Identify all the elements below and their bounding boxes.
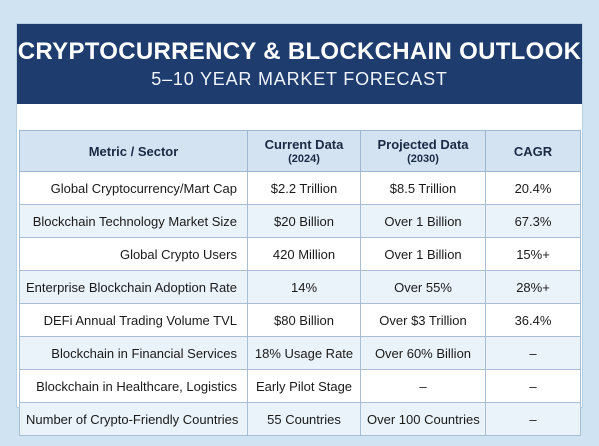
column-header-cagr: CAGR [485,130,581,172]
cagr-cell: 28%+ [485,270,581,304]
projected-cell: Over 1 Billion [360,237,486,271]
metric-cell: Enterprise Blockchain Adoption Rate [19,270,248,304]
projected-cell: $8.5 Trillion [360,171,486,205]
projected-cell: – [360,369,486,403]
metric-cell: Global Crypto Users [19,237,248,271]
column-header-label: Current Data [264,137,344,152]
column-header-year: (2030) [407,153,439,165]
cagr-cell: 20.4% [485,171,581,205]
current-cell: 55 Countries [247,402,361,436]
header-banner: CRYPTOCURRENCY & BLOCKCHAIN OUTLOOK 5–10… [17,24,582,104]
cagr-cell: – [485,336,581,370]
cagr-cell: 36.4% [485,303,581,337]
cagr-cell: – [485,402,581,436]
table-row: Global Cryptocurrency/Mart Cap $2.2 Tril… [19,171,581,205]
current-cell: $80 Billion [247,303,361,337]
metric-cell: Blockchain in Financial Services [19,336,248,370]
column-header-year: (2024) [288,153,320,165]
projected-cell: Over 55% [360,270,486,304]
projected-cell: Over $3 Trillion [360,303,486,337]
cagr-cell: – [485,369,581,403]
current-cell: 18% Usage Rate [247,336,361,370]
header-row: Metric / Sector Current Data (2024) Proj… [19,130,581,172]
table-row: Enterprise Blockchain Adoption Rate 14% … [19,270,581,304]
metric-cell: Number of Crypto-Friendly Countries [19,402,248,436]
forecast-card: CRYPTOCURRENCY & BLOCKCHAIN OUTLOOK 5–10… [17,24,582,436]
current-cell: 14% [247,270,361,304]
table-header: Metric / Sector Current Data (2024) Proj… [19,130,581,172]
column-header-label: CAGR [513,143,553,159]
column-header-projected: Projected Data (2030) [360,130,486,172]
column-header-metric: Metric / Sector [19,130,248,172]
current-cell: $2.2 Trillion [247,171,361,205]
current-cell: 420 Million [247,237,361,271]
projected-cell: Over 100 Countries [360,402,486,436]
current-cell: $20 Billion [247,204,361,238]
forecast-table: Metric / Sector Current Data (2024) Proj… [19,130,581,436]
column-header-label: Projected Data [377,137,469,152]
column-header-current: Current Data (2024) [247,130,361,172]
column-header-label: Metric / Sector [88,143,179,159]
table-row: DEFi Annual Trading Volume TVL $80 Billi… [19,303,581,337]
table-row: Blockchain in Financial Services 18% Usa… [19,336,581,370]
metric-cell: Blockchain Technology Market Size [19,204,248,238]
table-row: Blockchain Technology Market Size $20 Bi… [19,204,581,238]
table-row: Blockchain in Healthcare, Logistics Earl… [19,369,581,403]
metric-cell: Global Cryptocurrency/Mart Cap [19,171,248,205]
cagr-cell: 67.3% [485,204,581,238]
page-subtitle: 5–10 YEAR MARKET FORECAST [151,69,448,89]
projected-cell: Over 1 Billion [360,204,486,238]
table-body: Global Cryptocurrency/Mart Cap $2.2 Tril… [19,171,581,436]
table-row: Global Crypto Users 420 Million Over 1 B… [19,237,581,271]
table-row: Number of Crypto-Friendly Countries 55 C… [19,402,581,436]
page-title: CRYPTOCURRENCY & BLOCKCHAIN OUTLOOK [17,38,582,65]
cagr-cell: 15%+ [485,237,581,271]
metric-cell: Blockchain in Healthcare, Logistics [19,369,248,403]
metric-cell: DEFi Annual Trading Volume TVL [19,303,248,337]
projected-cell: Over 60% Billion [360,336,486,370]
current-cell: Early Pilot Stage [247,369,361,403]
